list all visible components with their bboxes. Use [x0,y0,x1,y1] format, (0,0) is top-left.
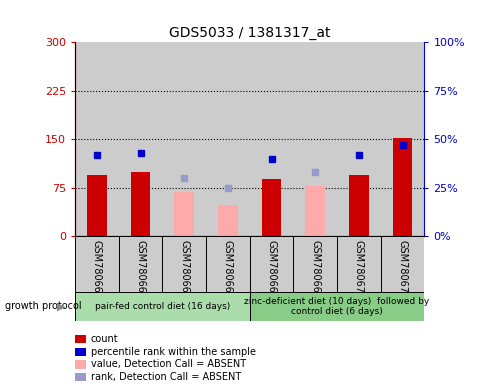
Bar [75,292,249,321]
Bar [261,179,281,236]
Title: GDS5033 / 1381317_at: GDS5033 / 1381317_at [169,26,330,40]
Bar [380,42,424,236]
Bar [174,192,194,236]
Bar [218,205,237,236]
Text: GSM780671: GSM780671 [397,240,407,299]
Text: pair-fed control diet (16 days): pair-fed control diet (16 days) [95,302,229,311]
Text: percentile rank within the sample: percentile rank within the sample [91,347,255,357]
Bar [87,175,106,236]
Bar [392,138,411,236]
Bar [119,236,162,292]
Bar [249,236,293,292]
Bar [162,42,206,236]
Text: GSM780670: GSM780670 [353,240,363,299]
Bar [119,42,162,236]
Bar [293,42,336,236]
Text: GSM780669: GSM780669 [310,240,319,299]
Text: rank, Detection Call = ABSENT: rank, Detection Call = ABSENT [91,372,241,382]
Text: GSM780667: GSM780667 [223,240,232,299]
Bar [206,42,249,236]
Bar [75,236,119,292]
Bar [249,292,424,321]
Text: GSM780666: GSM780666 [179,240,189,299]
Bar [305,186,324,236]
Bar [336,236,380,292]
Bar [336,42,380,236]
Text: count: count [91,334,118,344]
Text: GSM780665: GSM780665 [136,240,145,299]
Bar [293,236,336,292]
Text: value, Detection Call = ABSENT: value, Detection Call = ABSENT [91,359,245,369]
Bar [380,236,424,292]
Bar [162,236,206,292]
Bar [206,236,249,292]
Bar [75,42,119,236]
Text: zinc-deficient diet (10 days)  followed by
control diet (6 days): zinc-deficient diet (10 days) followed b… [244,296,429,316]
Bar [249,42,293,236]
Text: GSM780668: GSM780668 [266,240,276,299]
Bar [131,172,150,236]
Text: ▶: ▶ [57,301,65,311]
Text: growth protocol: growth protocol [5,301,81,311]
Text: GSM780664: GSM780664 [92,240,102,299]
Bar [348,175,368,236]
